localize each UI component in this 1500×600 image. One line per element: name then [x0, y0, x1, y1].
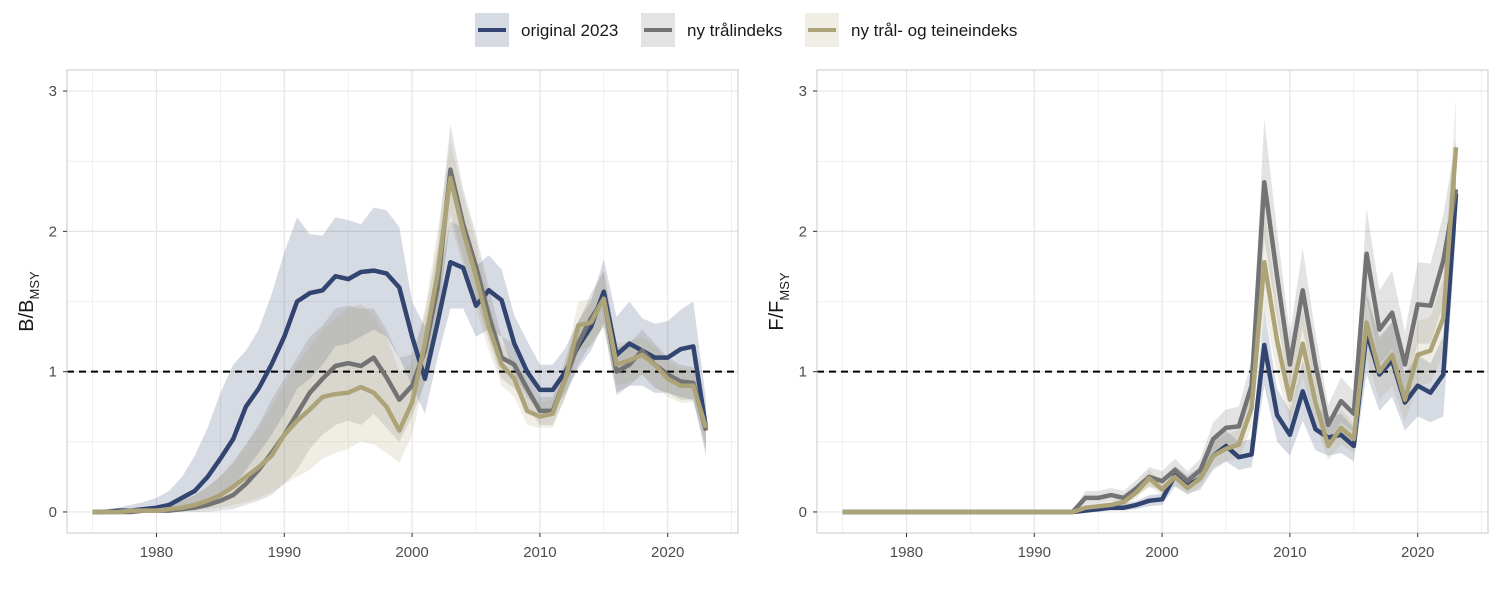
y-tick-label: 1 — [49, 364, 57, 381]
panel-border — [66, 69, 739, 534]
x-tick-label: 2020 — [1401, 544, 1434, 561]
axes: 1980 1990 2000 2010 2020 0 1 2 3 F/FMSY — [766, 83, 1434, 561]
y-axis-title: F/FMSY — [766, 272, 792, 331]
legend-item-original: original 2023 — [475, 13, 618, 47]
y-tick-label: 2 — [799, 223, 807, 240]
y-tick-label: 3 — [799, 83, 807, 100]
x-tick-label: 1980 — [140, 544, 173, 561]
series-lines — [92, 167, 709, 515]
legend-item-teine: ny trål- og teineindeks — [805, 13, 1017, 47]
series-line-original — [92, 259, 709, 515]
x-tick-label: 2010 — [1273, 544, 1306, 561]
legend-item-tral: ny trålindeks — [641, 13, 782, 47]
y-tick-label: 1 — [799, 364, 807, 381]
panel-fishing-mortality: 1980 1990 2000 2010 2020 0 1 2 3 F/FMSY — [766, 69, 1489, 561]
series-line-teine — [842, 147, 1459, 515]
x-tick-label: 2010 — [523, 544, 556, 561]
band-teine — [92, 140, 707, 512]
legend-label: ny trålindeks — [687, 21, 782, 40]
panel-border — [816, 69, 1489, 534]
legend-label: original 2023 — [521, 21, 618, 40]
series-line-teine — [92, 175, 709, 515]
x-tick-label: 1990 — [1018, 544, 1051, 561]
y-axis-title: B/BMSY — [16, 271, 42, 332]
y-tick-label: 0 — [799, 504, 807, 521]
x-tick-label: 1980 — [890, 544, 923, 561]
band-original — [92, 207, 707, 512]
y-axis-title-main: B/B — [16, 299, 38, 331]
y-tick-label: 3 — [49, 83, 57, 100]
y-tick-label: 0 — [49, 504, 57, 521]
y-axis-title-subscript: MSY — [27, 271, 42, 300]
x-tick-label: 1990 — [268, 544, 301, 561]
panel-biomass: 1980 1990 2000 2010 2020 0 1 2 3 B/BMSY — [16, 69, 739, 561]
legend: original 2023 ny trålindeks ny trål- og te… — [475, 13, 1017, 47]
x-tick-label: 2000 — [395, 544, 428, 561]
y-axis-title-main: F/F — [766, 301, 788, 331]
axes: 1980 1990 2000 2010 2020 0 1 2 3 B/BMSY — [16, 83, 684, 561]
x-tick-label: 2020 — [651, 544, 684, 561]
series-lines — [842, 147, 1459, 515]
y-tick-label: 2 — [49, 223, 57, 240]
y-axis-title-subscript: MSY — [777, 272, 792, 301]
legend-label: ny trål- og teineindeks — [851, 21, 1017, 40]
x-tick-label: 2000 — [1145, 544, 1178, 561]
